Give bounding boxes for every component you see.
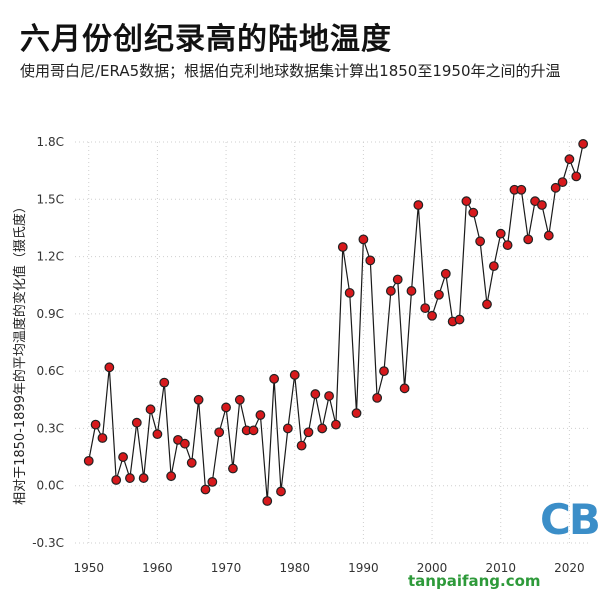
data-point <box>125 473 135 483</box>
y-tick-label: 1.8C <box>37 135 64 149</box>
data-point <box>475 236 486 247</box>
data-point <box>564 154 575 165</box>
data-point <box>289 370 300 380</box>
chart-subtitle: 使用哥白尼/ERA5数据；根据伯克利地球数据集计算出1850至1950年之间的升… <box>20 62 561 80</box>
data-point <box>179 438 190 449</box>
data-point <box>379 366 389 377</box>
data-points <box>83 139 589 506</box>
data-point <box>303 427 314 438</box>
data-point <box>365 255 376 266</box>
x-axis-ticks: 1950 1960 1970 1980 1990 2000 2010 2020 <box>73 561 584 575</box>
x-tick-label: 2010 <box>485 561 516 575</box>
data-point <box>578 139 589 149</box>
x-tick-label: 1980 <box>279 561 310 575</box>
data-point <box>296 440 307 451</box>
data-point <box>516 184 527 195</box>
data-point <box>537 200 547 210</box>
data-point <box>427 310 437 321</box>
data-point <box>406 286 417 296</box>
data-point <box>228 463 238 474</box>
y-tick-label: 1.5C <box>37 192 64 206</box>
data-point <box>166 471 177 482</box>
y-tick-label: 0.0C <box>37 479 64 493</box>
data-point <box>571 171 582 182</box>
data-point <box>358 234 369 245</box>
grid-layer <box>75 141 590 544</box>
data-point <box>337 242 348 252</box>
x-tick-label: 2020 <box>554 561 585 575</box>
y-tick-label: 0.3C <box>37 421 64 435</box>
data-point <box>351 408 362 419</box>
data-point <box>83 455 94 466</box>
data-point <box>413 200 424 210</box>
data-point <box>331 419 341 430</box>
chart-title: 六月份创纪录高的陆地温度 <box>20 22 392 57</box>
data-point <box>557 177 568 188</box>
watermark-text: tanpaifang.com <box>408 572 541 590</box>
data-point <box>344 287 355 298</box>
data-point <box>282 423 293 434</box>
data-point <box>495 228 506 239</box>
data-point <box>399 383 410 394</box>
y-axis-ticks: -0.3C 0.0C 0.3C 0.6C 0.9C 1.2C 1.5C 1.8C <box>32 135 64 550</box>
data-point <box>145 404 156 415</box>
data-point <box>186 457 197 468</box>
data-point <box>488 261 499 272</box>
data-point <box>269 373 280 384</box>
x-tick-label: 1960 <box>142 561 173 575</box>
series-line <box>88 143 584 502</box>
data-point <box>200 484 211 495</box>
data-point <box>138 473 149 483</box>
data-point <box>111 475 122 485</box>
x-tick-label: 2000 <box>417 561 448 575</box>
data-point <box>207 476 218 487</box>
data-point <box>97 433 108 443</box>
x-tick-label: 1970 <box>211 561 242 575</box>
data-point <box>152 429 163 440</box>
data-point <box>372 392 383 403</box>
y-tick-label: -0.3C <box>32 536 64 550</box>
data-point <box>118 452 128 462</box>
data-point <box>262 496 273 506</box>
data-point <box>550 182 561 193</box>
data-point <box>502 240 513 251</box>
data-point <box>221 402 231 413</box>
data-point <box>434 289 444 300</box>
data-point <box>543 230 554 241</box>
data-point <box>482 299 492 310</box>
data-point <box>461 196 472 207</box>
data-point <box>317 423 328 434</box>
data-point <box>392 274 403 285</box>
data-point <box>193 394 204 405</box>
data-point <box>248 425 259 436</box>
data-point <box>255 410 266 420</box>
data-point <box>440 268 451 279</box>
data-point <box>131 417 142 428</box>
x-tick-label: 1950 <box>73 561 104 575</box>
y-tick-label: 1.2C <box>37 250 64 264</box>
data-point <box>420 303 431 314</box>
data-point <box>385 286 396 296</box>
y-axis-label: 相对于1850-1899年的平均温度的变化值（摄氏度） <box>12 200 28 505</box>
carbon-brief-logo: CB <box>540 495 600 544</box>
data-point <box>90 419 101 430</box>
data-point <box>468 207 479 218</box>
data-point <box>454 314 465 325</box>
data-point <box>276 486 286 497</box>
data-point <box>310 389 321 399</box>
data-point <box>523 234 534 245</box>
data-point <box>324 391 334 401</box>
data-point <box>104 362 115 373</box>
y-tick-label: 0.6C <box>37 364 64 378</box>
x-tick-label: 1990 <box>348 561 379 575</box>
data-point <box>234 394 245 405</box>
y-tick-label: 0.9C <box>37 307 64 321</box>
data-point <box>159 377 170 388</box>
data-point <box>214 427 225 438</box>
